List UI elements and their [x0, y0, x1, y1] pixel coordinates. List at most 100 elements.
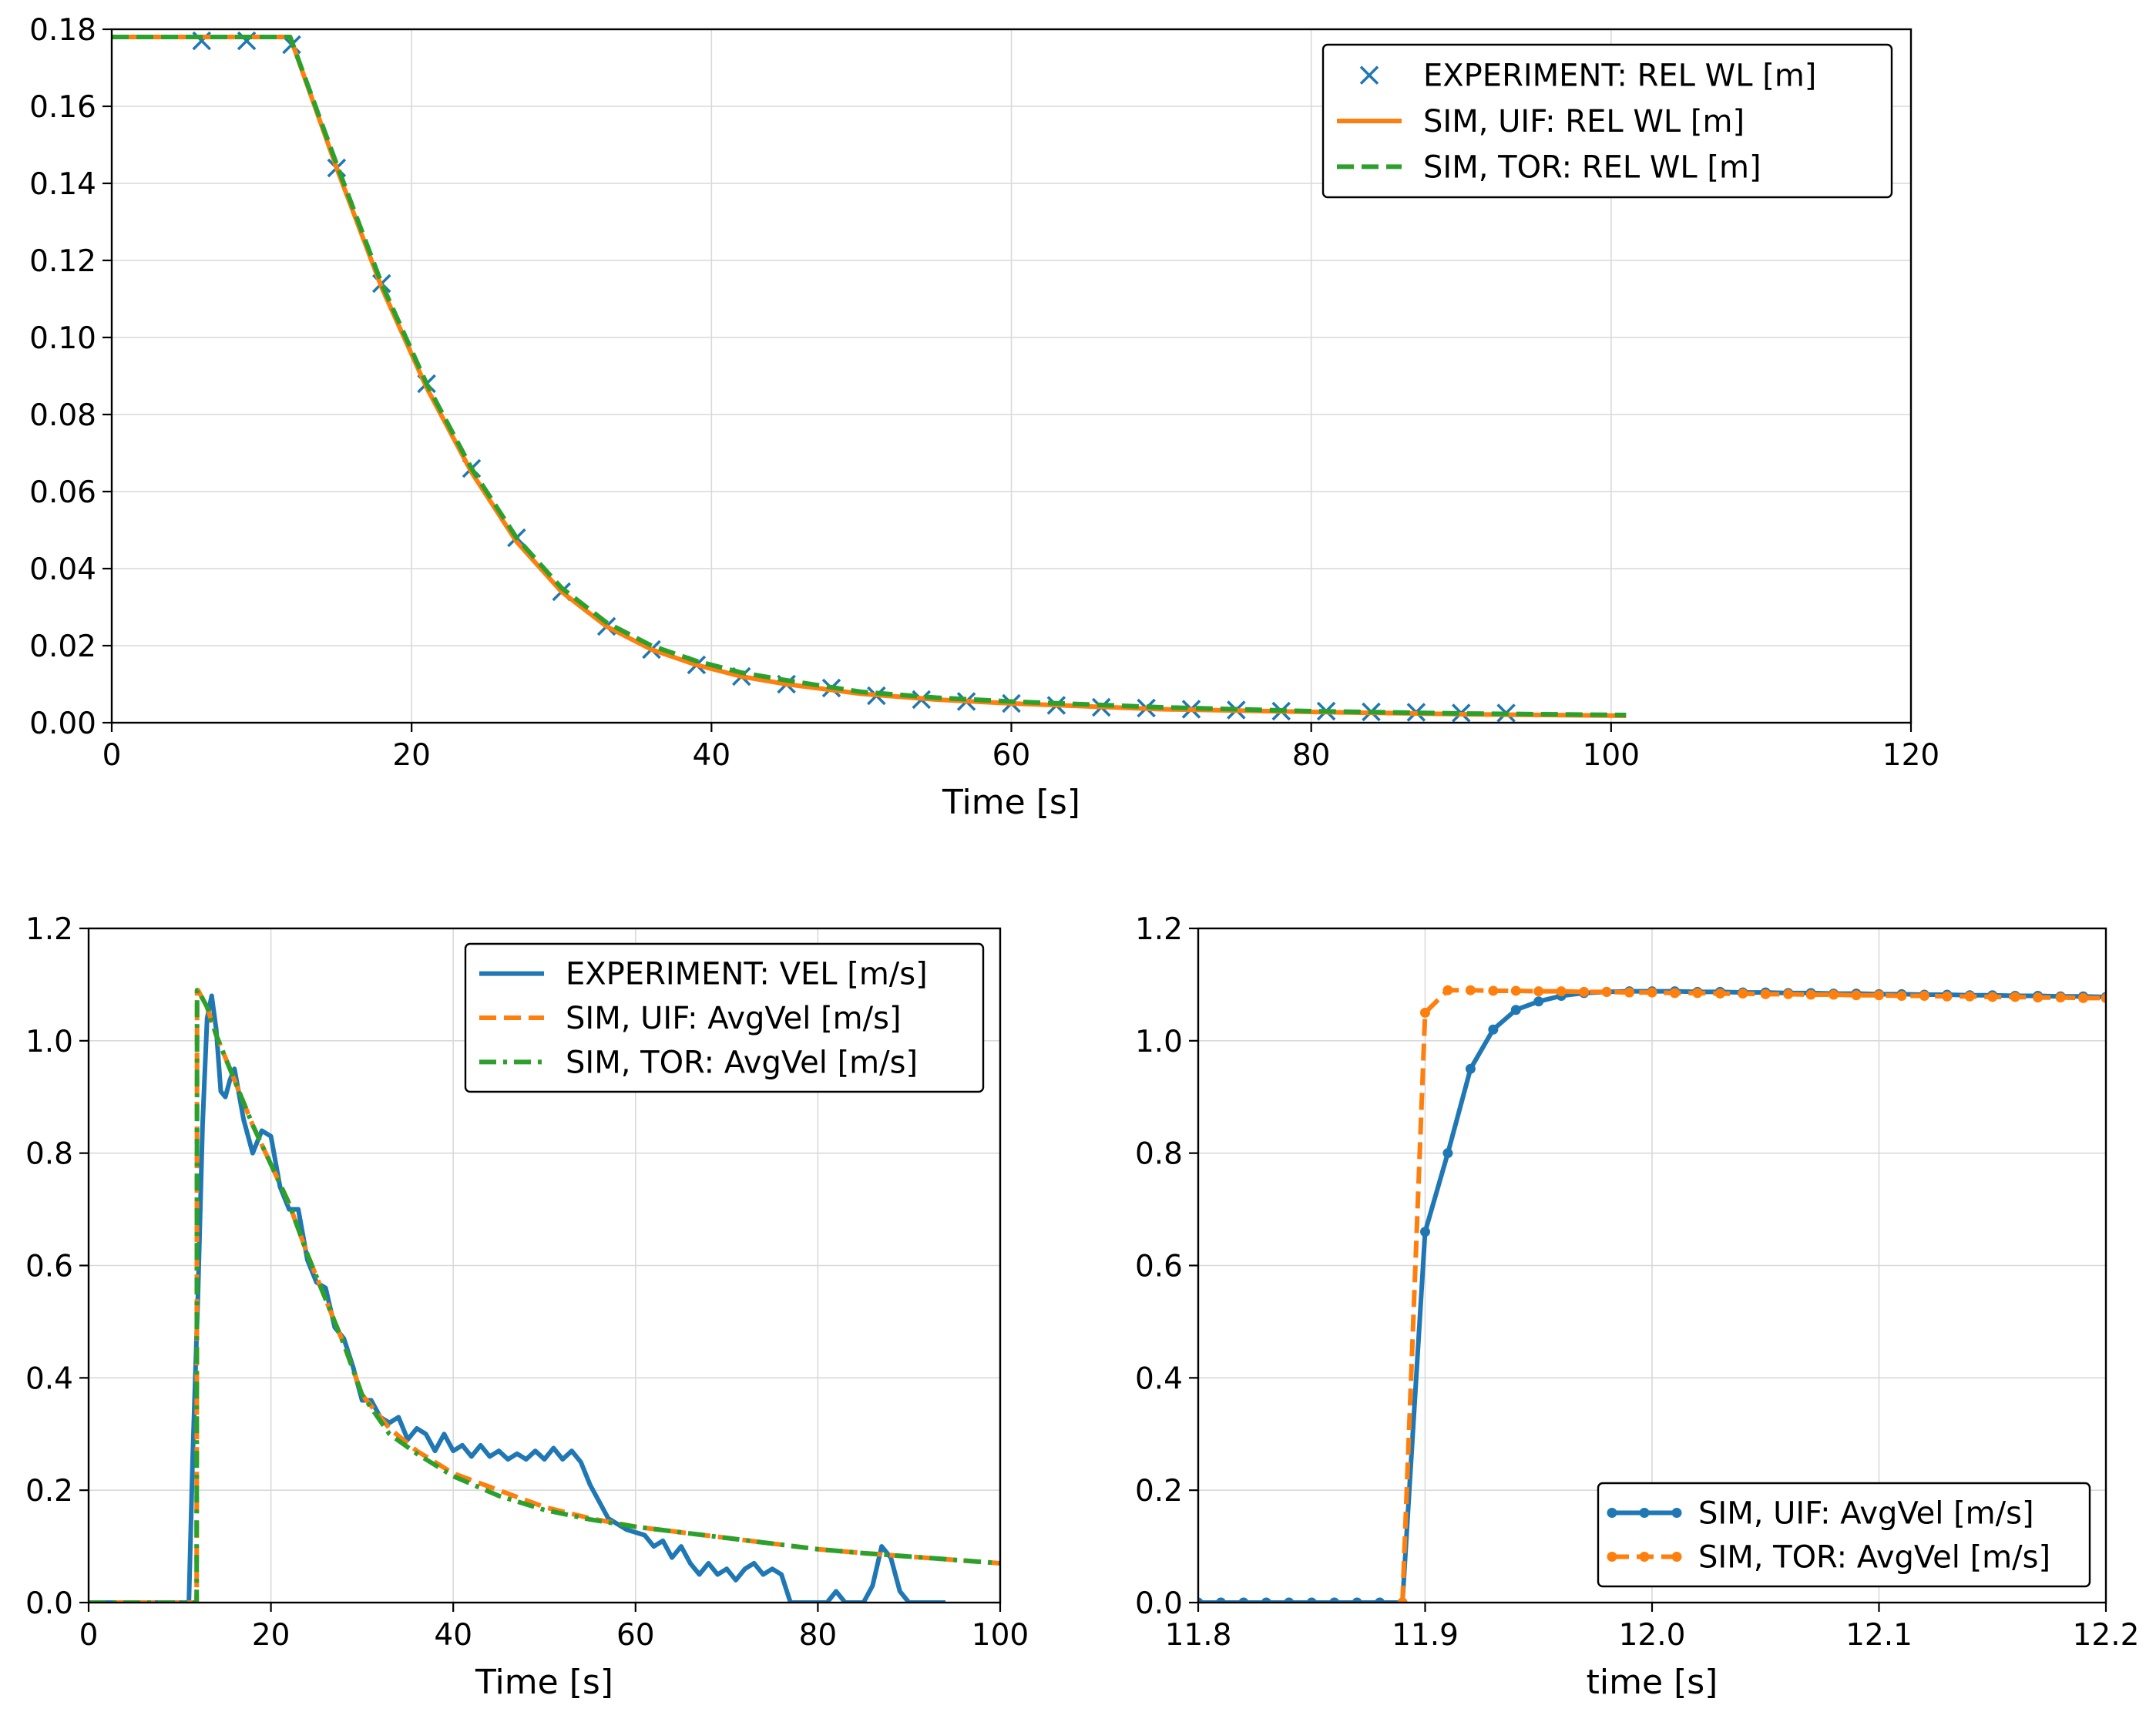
y-tick-label: 0.06: [29, 475, 96, 510]
y-tick-label: 0.0: [25, 1586, 73, 1621]
zero-dot: [1306, 1597, 1317, 1603]
data-point: [1397, 1597, 1408, 1603]
x-tick-label: 11.8: [1165, 1618, 1232, 1653]
legend-item: SIM, UIF: AvgVel [m/s]: [479, 1001, 902, 1036]
x-tick-label: 100: [1583, 738, 1640, 773]
y-tick-label: 1.0: [25, 1025, 73, 1059]
data-point: [1465, 1063, 1476, 1074]
legend-label: EXPERIMENT: VEL [m/s]: [566, 957, 928, 992]
x-tick-label: 120: [1882, 738, 1939, 773]
x-axis-label: Time [s]: [942, 783, 1080, 822]
bottom-left-panel: 0 20 40 60 80 100 0.0 0.2 0.4 0.6 0.8 1.0 1.2 Time [s…: [25, 912, 1029, 1702]
y-tick-label: 0.8: [25, 1137, 73, 1172]
data-point: [1829, 989, 1839, 1000]
legend-dot: [1639, 1552, 1650, 1562]
legend-box: [1597, 1482, 2091, 1588]
data-point: [1692, 988, 1703, 999]
y-tick-label: 0.2: [1135, 1474, 1183, 1509]
data-point: [2078, 992, 2089, 1003]
y-tick-label: 1.2: [1135, 912, 1183, 947]
data-point: [1442, 985, 1453, 995]
zero-dot: [1375, 1597, 1385, 1603]
y-tick-label: 0.12: [29, 244, 96, 279]
series-group: [112, 31, 1627, 723]
data-point: [1488, 985, 1499, 996]
data-point: [1805, 989, 1816, 1000]
y-tick-label: 0.4: [1135, 1361, 1183, 1396]
legend-dot: [1639, 1508, 1650, 1518]
y-tick-label: 0.04: [29, 552, 96, 587]
data-point: [1851, 990, 1862, 1001]
y-tick-label: 0.10: [29, 321, 96, 356]
data-point: [1533, 996, 1544, 1007]
data-point: [1420, 1227, 1430, 1237]
zero-dot: [1329, 1597, 1340, 1603]
data-point: [1964, 991, 1975, 1002]
x-axis-label: time [s]: [1587, 1663, 1718, 1702]
series-group: [1198, 985, 2106, 1603]
legend-label: SIM, TOR: AvgVel [m/s]: [566, 1045, 918, 1080]
legend-label: SIM, UIF: AvgVel [m/s]: [566, 1001, 902, 1036]
x-tick-label: 60: [992, 738, 1031, 773]
data-point: [1987, 992, 1998, 1002]
data-point: [1783, 989, 1794, 999]
legend-item: SIM, UIF: AvgVel [m/s]: [1607, 1496, 2034, 1532]
legend-item: EXPERIMENT: REL WL [m]: [1359, 59, 1816, 94]
data-point: [1738, 989, 1748, 999]
x-tick-label: 80: [1292, 738, 1331, 773]
data-point: [1874, 990, 1884, 1001]
data-point: [1442, 1148, 1453, 1159]
x-tick-label: 80: [799, 1618, 838, 1653]
data-point: [2010, 992, 2020, 1002]
x-tick-label: 12.2: [2073, 1618, 2140, 1653]
data-point: [1420, 1007, 1430, 1018]
legend: SIM, UIF: AvgVel [m/s] SIM, TOR: AvgVel […: [1597, 1482, 2091, 1588]
data-point: [1624, 987, 1635, 998]
x-axis-label: Time [s]: [475, 1663, 613, 1702]
series-line: [112, 35, 1627, 717]
bottom-right-panel: 11.8 11.9 12.0 12.1 12.2 0.0 0.2 0.4 0.6 0.8 1.0 1.…: [1135, 912, 2139, 1702]
data-point: [1760, 989, 1771, 999]
legend-dot: [1671, 1508, 1682, 1518]
y-tick-label: 0.08: [29, 398, 96, 433]
data-point: [1942, 991, 1953, 1002]
y-tick-label: 0.8: [1135, 1137, 1183, 1172]
data-point: [1669, 988, 1680, 999]
y-tick-label: 0.4: [25, 1361, 73, 1396]
legend-item: EXPERIMENT: VEL [m/s]: [479, 957, 928, 992]
data-point: [1714, 989, 1725, 999]
legend-dot: [1607, 1552, 1617, 1562]
zero-dot: [1284, 1597, 1295, 1603]
data-point: [1510, 985, 1521, 996]
top-panel: 0 20 40 60 80 100 120 0.00 0.02 0.04 0.06 0.08 0.10 0…: [29, 13, 1939, 822]
legend-label: SIM, UIF: REL WL [m]: [1423, 104, 1745, 139]
legend-item: SIM, UIF: REL WL [m]: [1337, 104, 1745, 139]
legend-label: EXPERIMENT: REL WL [m]: [1423, 59, 1816, 94]
legend: EXPERIMENT: VEL [m/s] SIM, UIF: AvgVel [m…: [464, 942, 985, 1093]
legend-marker: [1359, 65, 1379, 85]
series-line: [89, 988, 1000, 1603]
legend: EXPERIMENT: REL WL [m] SIM, UIF: REL WL […: [1321, 43, 1893, 199]
y-tick-label: 0.14: [29, 167, 96, 202]
y-tick-label: 0.2: [25, 1474, 73, 1509]
data-point: [2055, 992, 2066, 1003]
zero-dot: [1261, 1597, 1271, 1603]
y-tick-label: 0.6: [1135, 1250, 1183, 1284]
legend-label: SIM, TOR: REL WL [m]: [1423, 149, 1761, 185]
x-tick-label: 12.0: [1619, 1618, 1686, 1653]
x-tick-label: 20: [392, 738, 431, 773]
data-point: [1919, 991, 1929, 1001]
legend-item: SIM, TOR: AvgVel [m/s]: [479, 1045, 918, 1080]
y-tick-label: 0.6: [25, 1250, 73, 1284]
x-tick-label: 100: [972, 1618, 1029, 1653]
x-tick-label: 0: [79, 1618, 99, 1653]
zero-dot: [1238, 1597, 1249, 1603]
legend-box: [464, 942, 985, 1093]
series-group: [89, 988, 1000, 1603]
legend-item: SIM, TOR: REL WL [m]: [1337, 149, 1761, 185]
x-tick-label: 20: [252, 1618, 290, 1653]
y-tick-label: 0.18: [29, 13, 96, 48]
legend-label: SIM, TOR: AvgVel [m/s]: [1698, 1540, 2050, 1576]
legend-item: SIM, TOR: AvgVel [m/s]: [1607, 1540, 2050, 1576]
